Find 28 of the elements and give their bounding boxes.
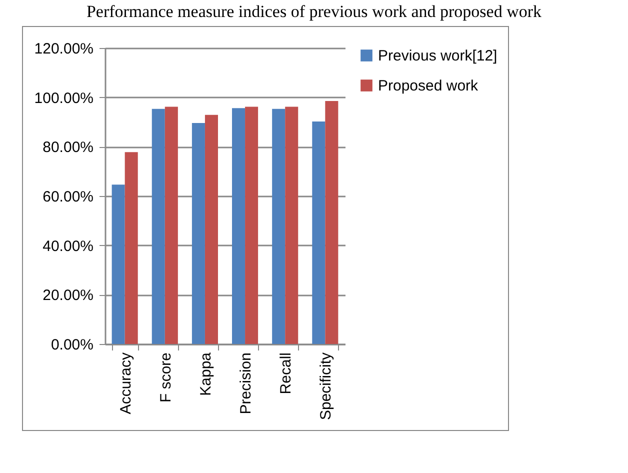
y-tick-label: 100.00% [34,90,94,107]
bar [152,108,165,344]
y-tick-label: 60.00% [42,188,94,206]
legend-label: Proposed work [378,78,479,94]
y-tick-label: 0.00% [50,336,94,354]
bar [204,114,218,344]
y-tick-label: 40.00% [42,238,94,255]
bar [272,108,286,344]
x-tick-label: Precision [238,352,255,414]
y-tick-label: 80.00% [42,139,94,156]
x-tick-label: F score [157,352,174,403]
bar [245,106,258,344]
bar [312,122,326,344]
x-tick-label: Recall [278,352,295,394]
bar [112,184,125,344]
legend-label: Previous work[12] [378,48,498,64]
bar [285,106,298,344]
bar [325,101,338,344]
chart-title: Performance measure indices of previous work and proposed work [85,1,543,23]
x-tick-label: Accuracy [117,352,134,414]
y-tick-label: 20.00% [42,287,94,304]
bar [124,152,138,344]
x-tick-label: Specificity [318,352,335,420]
y-tick-label: 120.00% [34,40,94,58]
bar [232,108,246,344]
bar [164,106,178,344]
x-tick-label: Kappa [197,352,214,396]
bar [192,122,205,344]
